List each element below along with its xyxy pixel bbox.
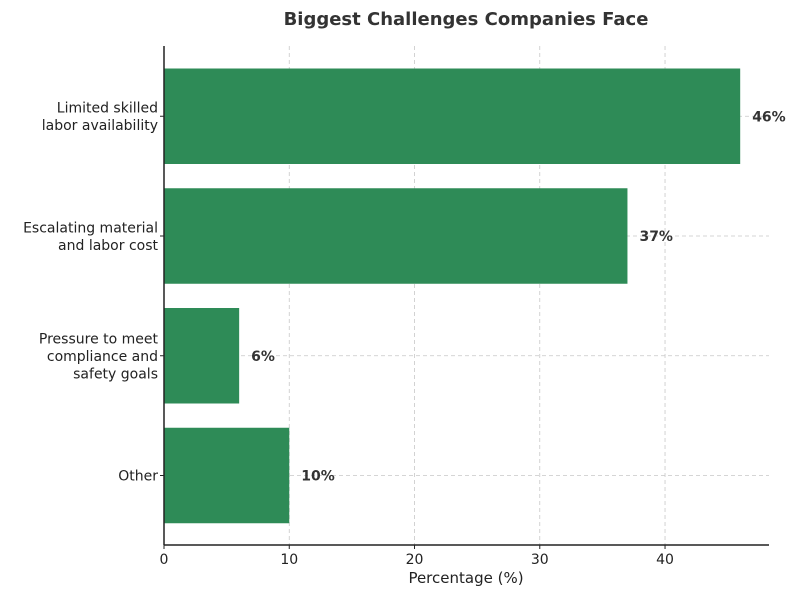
bar-value-label: 37% — [639, 229, 673, 245]
x-axis-label: Percentage (%) — [408, 569, 523, 587]
chart-title: Biggest Challenges Companies Face — [284, 9, 649, 30]
x-tick-label: 40 — [656, 552, 674, 568]
x-tick-label: 10 — [280, 552, 298, 568]
category-label: Pressure to meet compliance and safety goa… — [39, 331, 159, 382]
x-tick-label: 30 — [531, 552, 549, 568]
data-labels: 46% 37% 6% 10% — [251, 109, 786, 484]
bar-value-label: 10% — [301, 469, 335, 485]
bar — [164, 427, 290, 524]
category-label: Other — [118, 469, 158, 485]
category-labels: Limited skilled labor availability Escalat… — [23, 101, 158, 485]
category-label: Limited skilled labor availability — [42, 101, 158, 135]
bars — [164, 68, 741, 524]
x-tick-label: 0 — [160, 552, 169, 568]
bar — [164, 188, 628, 284]
bar-value-label: 6% — [251, 349, 275, 365]
bar-value-label: 46% — [752, 109, 786, 125]
bar — [164, 308, 240, 404]
category-label: Escalating material and labor cost — [23, 220, 158, 254]
bar — [164, 68, 741, 164]
x-tick-label: 20 — [406, 552, 424, 568]
